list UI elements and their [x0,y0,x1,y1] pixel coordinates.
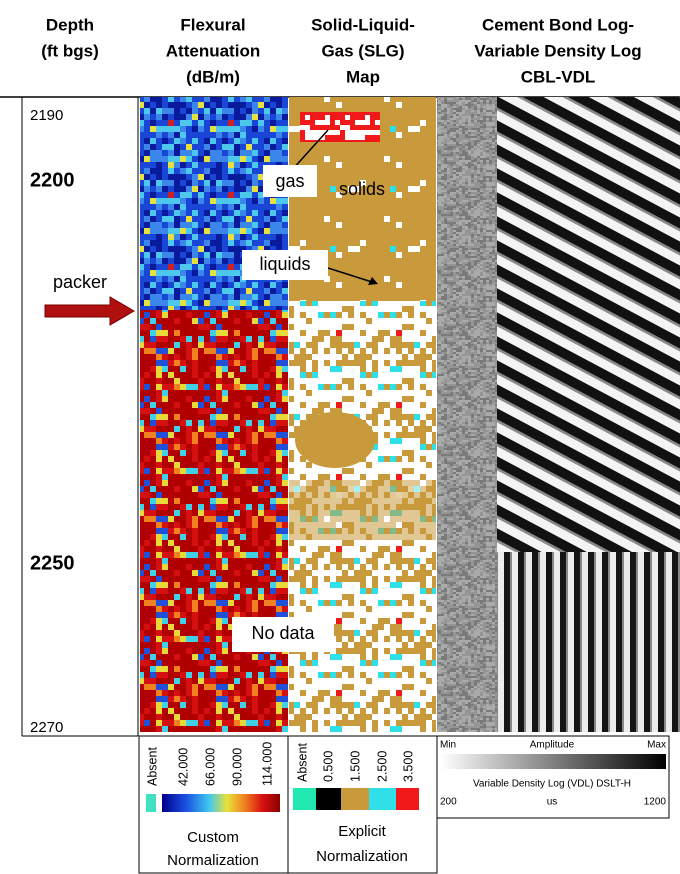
legend-text: 1200 [644,797,667,808]
legend-text: Min [440,740,456,751]
annotation: No data [251,623,315,643]
flexural-legend: Absent 42.000 66.000 90.000 114.000 Cust… [139,736,288,873]
vdl-image [497,552,680,732]
header-line: (dB/m) [186,67,240,86]
legend-swatch [369,788,396,810]
solids-patch [295,412,375,468]
legend-swatch [341,788,369,810]
solids-patch [289,480,436,540]
header-line: Gas (SLG) [321,41,404,60]
legend-text: us [547,797,558,808]
packer-label: packer [53,272,107,292]
header-line: Cement Bond Log- [482,15,634,34]
legend-title: Normalization [316,848,408,865]
legend-text: 200 [440,797,457,808]
vdl-image [497,97,680,552]
gas-patch [300,112,380,142]
annotation: solids [339,179,385,199]
legend-title: Explicit [338,823,386,840]
attenuation-image [140,310,288,732]
slg-legend: Absent 0.500 1.500 2.500 3.500 Explicit … [288,736,437,873]
legend-tick: Absent [145,747,159,786]
header-line: Depth [46,15,94,34]
header-line: (ft bgs) [41,41,99,60]
vdl-track [437,97,680,732]
header-line: Variable Density Log [474,41,641,60]
legend-tick: Absent [295,743,309,782]
legend-title: Custom [187,829,239,846]
depth-track: 2190 2200 2250 2270 packer [22,97,138,736]
vdl-image [437,97,497,732]
legend-tick: 114.000 [260,742,274,786]
legend-swatch [316,788,341,810]
depth-label: 2190 [30,107,63,124]
legend-text: Amplitude [530,740,575,751]
depth-label: 2200 [30,169,75,191]
vdl-legend: Min Amplitude Max Variable Density Log (… [437,736,669,818]
legend-title: Normalization [167,852,259,869]
legend-tick: 1.500 [348,751,362,782]
annotation: gas [275,171,304,191]
header-line: Flexural [180,15,245,34]
legend-colorbar [162,794,280,812]
annotation: liquids [259,254,310,274]
header-line: Solid-Liquid- [311,15,415,34]
legend-swatch [293,788,316,810]
legend-text: Variable Density Log (VDL) DSLT-H [473,779,631,790]
legend-tick: 66.000 [203,748,217,786]
legend-tick: 90.000 [230,748,244,786]
header-line: Attenuation [166,41,260,60]
packer-arrow [45,297,134,325]
header-line: CBL-VDL [521,67,596,86]
legend-swatch [396,788,419,810]
header: Depth (ft bgs) Flexural Attenuation (dB/… [0,15,680,97]
depth-label: 2270 [30,719,63,736]
header-line: Map [346,67,380,86]
legend-text: Max [647,740,666,751]
legend-swatch [146,794,156,812]
page: Depth (ft bgs) Flexural Attenuation (dB/… [0,0,680,874]
legend-tick: 42.000 [176,748,190,786]
depth-label: 2250 [30,552,75,574]
legend-tick: 3.500 [401,751,415,782]
legend-tick: 0.500 [321,751,335,782]
legend-tick: 2.500 [375,751,389,782]
legend-colorbar [441,754,666,769]
